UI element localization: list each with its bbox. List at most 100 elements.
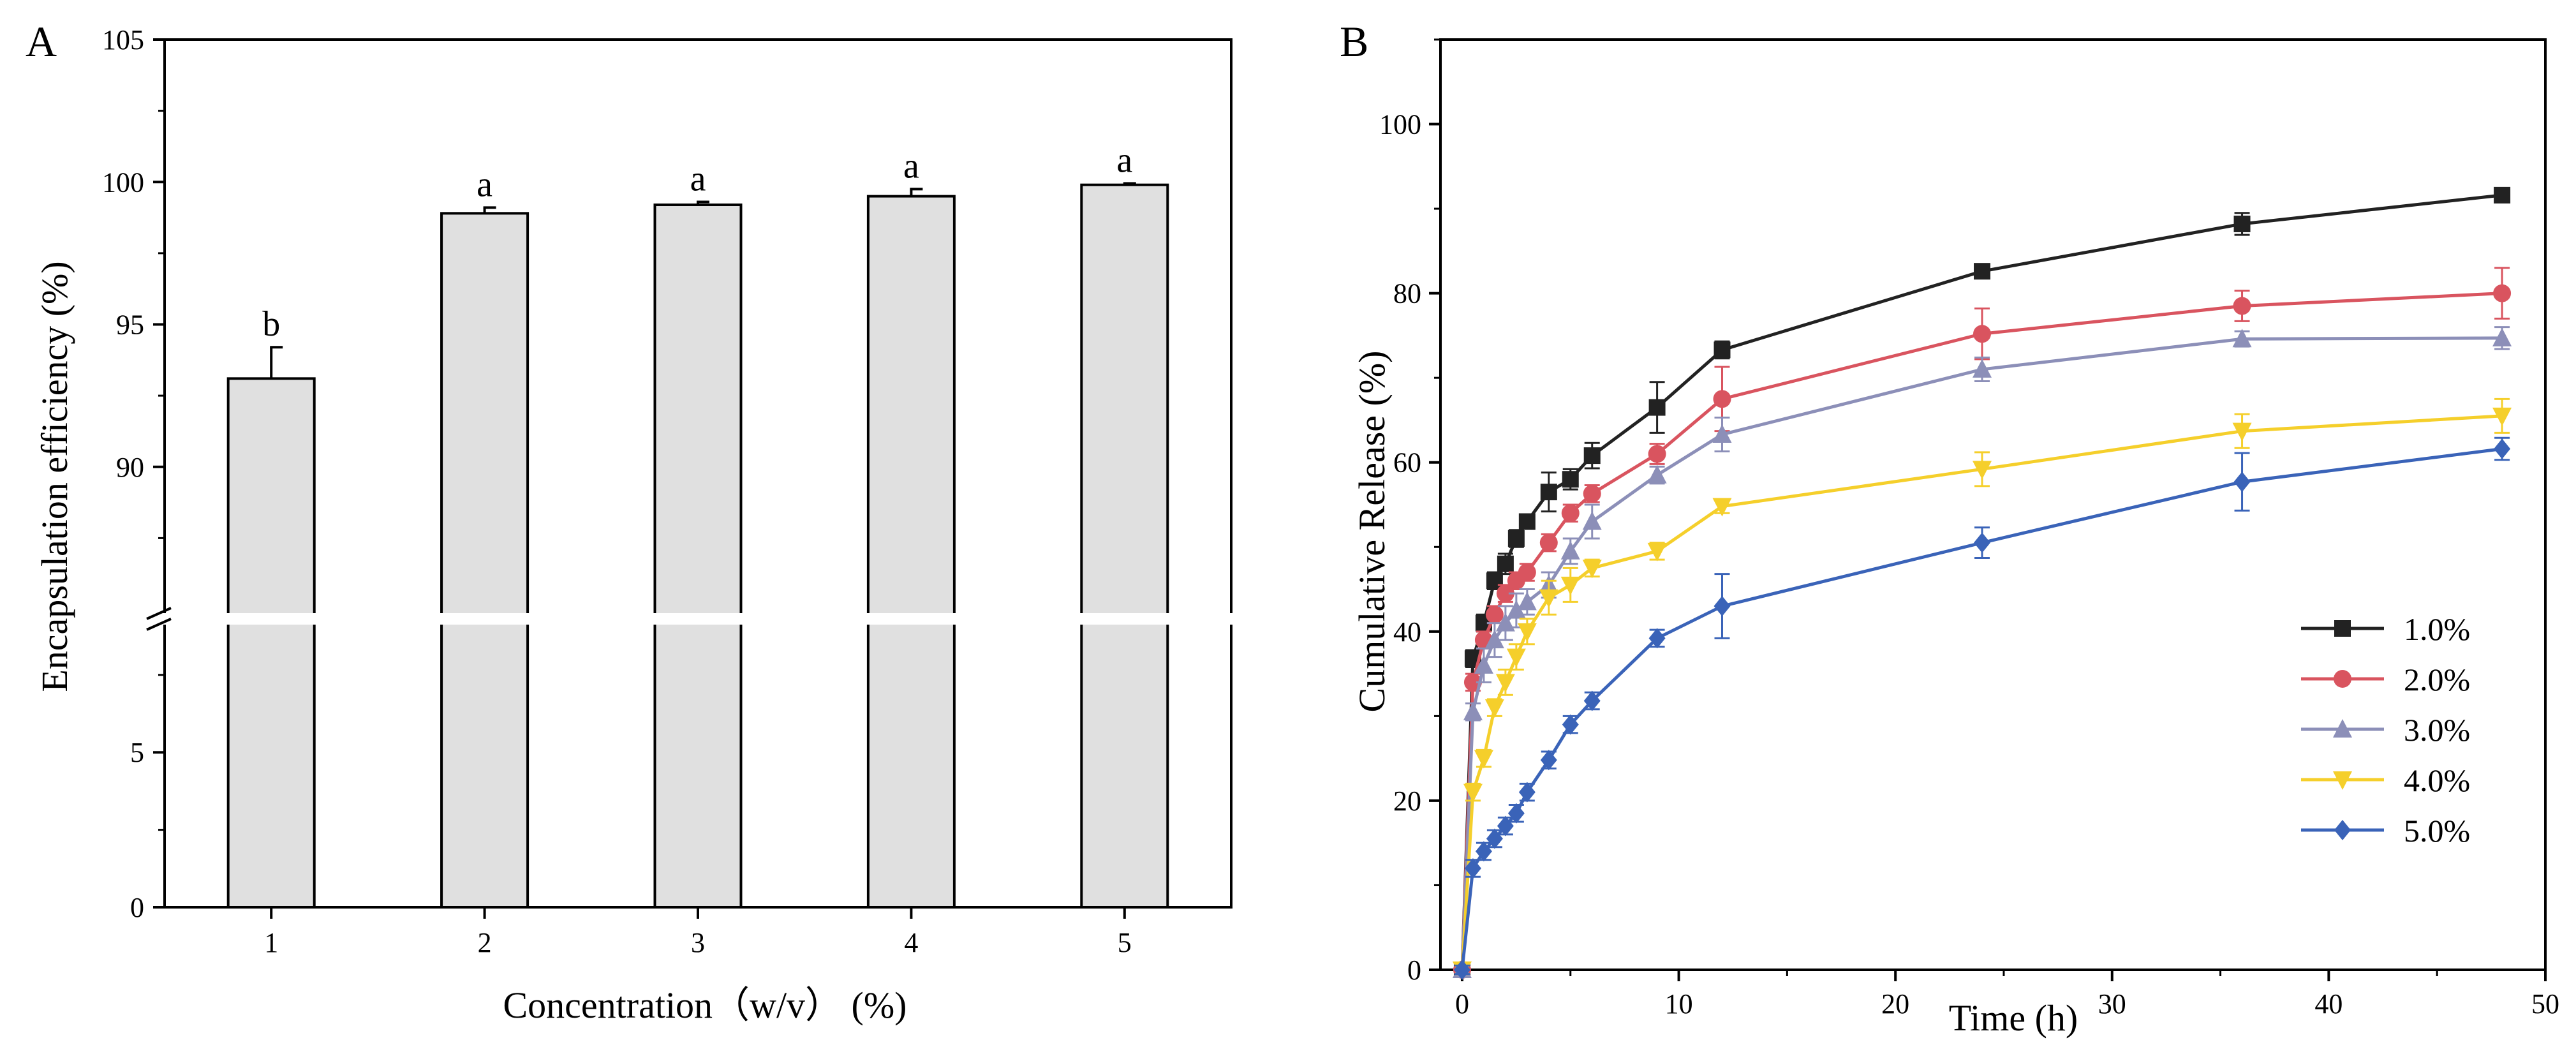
data-point-5.0%: [2494, 438, 2511, 459]
data-point-4.0%: [1484, 699, 1504, 718]
data-point-4.0%: [1582, 560, 1602, 579]
axis-break-mark-top: [146, 607, 172, 620]
x-tick-label-30: 30: [2098, 988, 2126, 1020]
y-tick-label-100: 100: [1379, 109, 1421, 140]
bar-2: [440, 212, 529, 909]
data-point-4.0%: [1560, 576, 1580, 595]
data-point-5.0%: [1562, 714, 1579, 735]
panel-b-frame: [1439, 38, 2547, 971]
significance-letter-3: a: [690, 160, 706, 199]
data-point-2.0%: [1485, 605, 1504, 624]
axis-break-mark-bottom: [146, 618, 172, 631]
data-point-2.0%: [1561, 504, 1580, 523]
panel-a-x-axis-title: Concentration（w/v） (%): [503, 984, 907, 1026]
legend-label-3.0%: 3.0%: [2404, 712, 2470, 748]
bar-5: [1080, 183, 1169, 909]
data-point-1.0%: [2233, 215, 2251, 232]
data-point-3.0%: [1560, 540, 1580, 560]
data-point-1.0%: [1974, 263, 1991, 280]
data-point-5.0%: [1974, 532, 1991, 553]
data-point-3.0%: [1647, 464, 1667, 484]
data-point-3.0%: [1484, 630, 1504, 649]
significance-letter-4: a: [903, 146, 919, 186]
data-point-2.0%: [1713, 390, 1731, 408]
data-point-1.0%: [1497, 555, 1514, 572]
bar-4: [866, 195, 956, 909]
data-point-5.0%: [1540, 750, 1557, 771]
y-tick-label-90: 90: [116, 452, 144, 483]
data-point-1.0%: [1562, 471, 1579, 488]
data-point-4.0%: [1539, 589, 1558, 608]
significance-letter-5: a: [1116, 140, 1132, 180]
data-point-4.0%: [1474, 750, 1493, 769]
x-tick-label-50: 50: [2531, 988, 2559, 1020]
data-point-3.0%: [1582, 511, 1602, 530]
data-point-5.0%: [1453, 960, 1470, 980]
panel-a-label: A: [26, 17, 57, 66]
data-point-4.0%: [1517, 623, 1537, 642]
y-tick-label-100: 100: [102, 167, 144, 198]
panel-a-frame: [163, 38, 1232, 909]
y-tick-label-95: 95: [116, 309, 144, 341]
data-point-2.0%: [1539, 533, 1558, 552]
legend-marker-2.0%: [2334, 670, 2351, 688]
data-point-2.0%: [1583, 484, 1601, 503]
data-point-3.0%: [1463, 701, 1483, 720]
y-tick-label-5: 5: [130, 737, 144, 768]
bar-1: [226, 377, 316, 909]
y-tick-label-80: 80: [1393, 278, 1421, 309]
data-point-2.0%: [2233, 297, 2251, 315]
legend-marker-3.0%: [2333, 719, 2352, 738]
data-point-4.0%: [1647, 542, 1667, 561]
data-point-2.0%: [1518, 563, 1536, 582]
x-tick-label-0: 0: [1455, 988, 1469, 1020]
x-tick-label-20: 20: [1881, 988, 1909, 1020]
data-point-2.0%: [1973, 325, 1992, 343]
data-point-3.0%: [1517, 591, 1537, 611]
legend-marker-5.0%: [2334, 820, 2351, 840]
data-point-3.0%: [1973, 359, 1992, 378]
x-tick-label-4: 4: [904, 927, 918, 958]
panel-a-y-axis-title: Encapsulation efficiency (%): [34, 261, 75, 692]
y-tick-label-40: 40: [1393, 616, 1421, 648]
x-tick-label-40: 40: [2314, 988, 2343, 1020]
legend-label-5.0%: 5.0%: [2404, 813, 2470, 849]
x-tick-label-3: 3: [691, 927, 705, 958]
data-point-2.0%: [2493, 284, 2512, 302]
series-5.0%: [1453, 436, 2511, 980]
data-point-4.0%: [1463, 783, 1483, 803]
data-point-1.0%: [1540, 484, 1557, 501]
legend-label-1.0%: 1.0%: [2404, 611, 2470, 647]
x-tick-label-2: 2: [478, 927, 492, 958]
panel-a-bar-chart: b 1 a 2 a 3 a 4 a 5 90 95 100 105 0 5: [102, 24, 1247, 958]
data-point-4.0%: [1495, 674, 1515, 693]
legend-marker-4.0%: [2333, 771, 2352, 790]
legend-label-2.0%: 2.0%: [2404, 662, 2470, 697]
axis-break-gap: [149, 613, 1247, 625]
y-tick-label-20: 20: [1393, 785, 1421, 817]
series-4.0%: [1452, 397, 2512, 980]
data-point-3.0%: [1474, 655, 1493, 674]
data-point-1.0%: [1648, 399, 1666, 416]
data-point-2.0%: [1648, 445, 1666, 463]
y-tick-label-0: 0: [1407, 954, 1421, 986]
data-point-5.0%: [1507, 803, 1525, 824]
x-tick-label-10: 10: [1665, 988, 1693, 1020]
x-tick-label-5: 5: [1118, 927, 1132, 958]
legend-label-4.0%: 4.0%: [2404, 762, 2470, 798]
data-point-3.0%: [2492, 327, 2512, 346]
data-point-1.0%: [1583, 447, 1601, 464]
data-point-4.0%: [1712, 498, 1732, 517]
y-tick-label-105: 105: [102, 24, 144, 56]
y-tick-label-0: 0: [130, 892, 144, 923]
series-line-3.0%: [1460, 336, 2503, 970]
data-point-5.0%: [1583, 690, 1601, 711]
data-point-3.0%: [2232, 329, 2252, 348]
data-point-5.0%: [1648, 628, 1666, 649]
data-point-1.0%: [1518, 513, 1536, 530]
panel-b-line-chart: 0 10 20 30 40 50 0 20 40 60 80 100 1.0% 2.0% 3.0% 4.0% 5…: [1379, 38, 2559, 1020]
data-point-5.0%: [2233, 471, 2251, 493]
data-point-3.0%: [1712, 424, 1732, 443]
panel-b-y-axis-title: Cumulative Release (%): [1351, 351, 1393, 713]
legend-marker-1.0%: [2334, 620, 2351, 637]
